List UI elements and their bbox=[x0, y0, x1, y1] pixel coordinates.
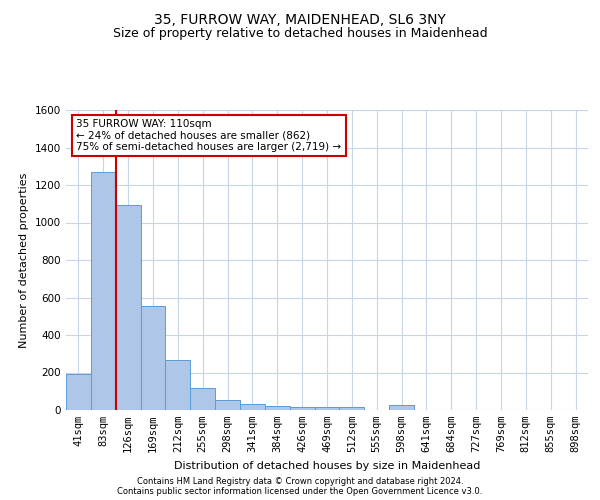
Bar bbox=[66, 374, 91, 410]
Bar bbox=[240, 404, 265, 410]
Text: Contains HM Land Registry data © Crown copyright and database right 2024.: Contains HM Land Registry data © Crown c… bbox=[137, 477, 463, 486]
Bar bbox=[166, 360, 190, 410]
X-axis label: Distribution of detached houses by size in Maidenhead: Distribution of detached houses by size … bbox=[174, 460, 480, 470]
Bar bbox=[140, 306, 166, 410]
Bar bbox=[314, 407, 340, 410]
Bar bbox=[215, 400, 240, 410]
Bar bbox=[290, 407, 314, 410]
Text: Contains public sector information licensed under the Open Government Licence v3: Contains public sector information licen… bbox=[118, 487, 482, 496]
Text: Size of property relative to detached houses in Maidenhead: Size of property relative to detached ho… bbox=[113, 28, 487, 40]
Text: 35 FURROW WAY: 110sqm
← 24% of detached houses are smaller (862)
75% of semi-det: 35 FURROW WAY: 110sqm ← 24% of detached … bbox=[76, 119, 341, 152]
Bar bbox=[265, 406, 290, 410]
Bar bbox=[340, 407, 364, 410]
Y-axis label: Number of detached properties: Number of detached properties bbox=[19, 172, 29, 348]
Text: 35, FURROW WAY, MAIDENHEAD, SL6 3NY: 35, FURROW WAY, MAIDENHEAD, SL6 3NY bbox=[154, 12, 446, 26]
Bar bbox=[190, 388, 215, 410]
Bar bbox=[116, 204, 140, 410]
Bar bbox=[389, 405, 414, 410]
Bar bbox=[91, 172, 116, 410]
